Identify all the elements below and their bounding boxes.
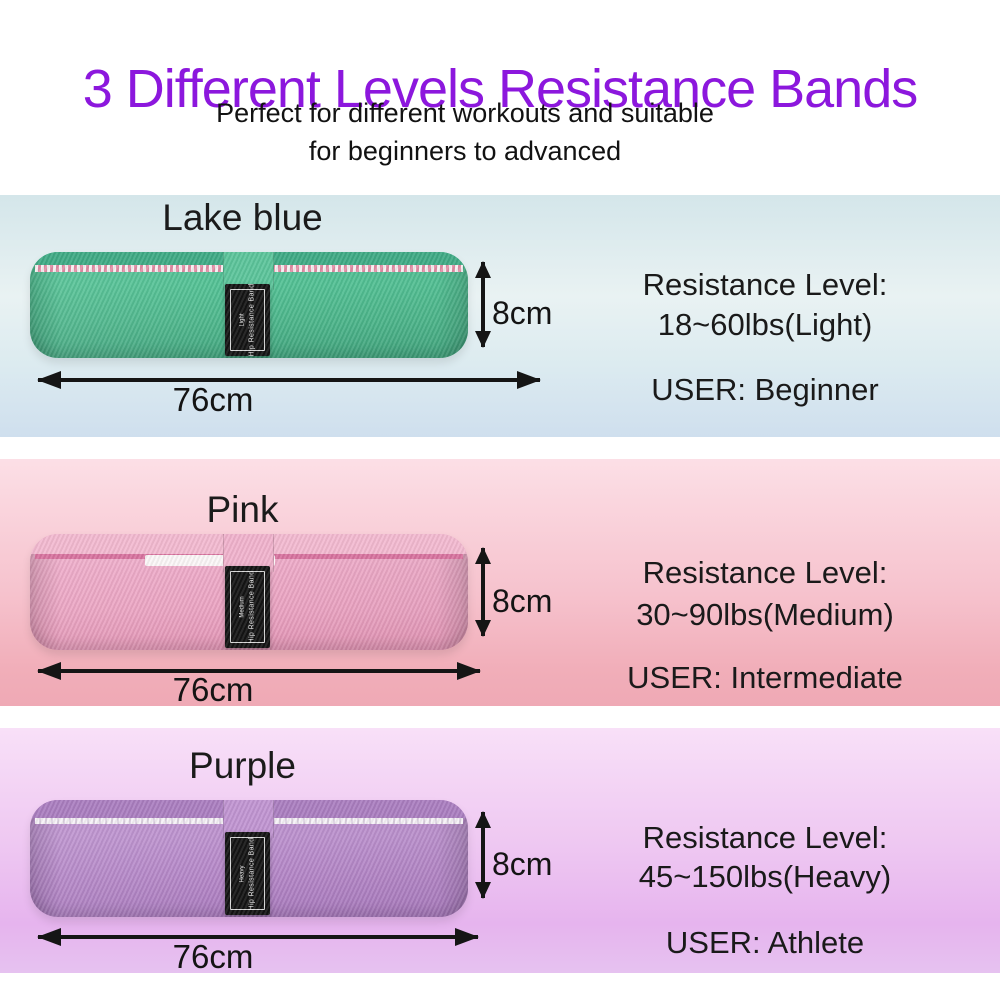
section-pink: Pink Medium Hip Resistance Band 8cm 76cm…	[0, 459, 1000, 708]
resistance-level-label: Resistance Level:	[642, 555, 888, 590]
height-arrow	[475, 547, 491, 637]
band-color-name: Lake blue	[162, 197, 323, 238]
tag-brand-text: Hip Resistance Band	[247, 283, 255, 357]
band-color-name: Purple	[189, 745, 296, 786]
tag-loop	[223, 534, 274, 572]
tag-brand-text: Hip Resistance Band	[247, 837, 255, 910]
page-subtitle: Perfect for different workouts and suita…	[0, 94, 930, 170]
resistance-band-image: Heavy Hip Resistance Band	[30, 800, 468, 917]
tag-border: Medium Hip Resistance Band	[230, 571, 265, 643]
resistance-level-value: 45~150lbs(Heavy)	[638, 859, 892, 894]
tag-text: Medium Hip Resistance Band	[239, 571, 256, 644]
width-dimension-label: 76cm	[172, 381, 254, 418]
tag-brand-text: Hip Resistance Band	[247, 570, 255, 644]
width-arrow	[37, 662, 481, 680]
user-level: USER: Intermediate	[627, 660, 903, 695]
width-arrow	[37, 371, 541, 389]
width-dimension-label: 76cm	[172, 938, 254, 975]
tag-level-text: Heavy	[239, 865, 246, 883]
height-arrow	[475, 811, 491, 899]
tag-border: Light Hip Resistance Band	[230, 284, 265, 356]
section-purple: Purple Heavy Hip Resistance Band 8cm 76c…	[0, 728, 1000, 975]
height-arrow	[475, 261, 491, 348]
resistance-level-label: Resistance Level:	[642, 267, 888, 302]
resistance-level-value: 30~90lbs(Medium)	[636, 597, 894, 632]
height-dimension-label: 8cm	[492, 583, 553, 619]
height-dimension-label: 8cm	[492, 846, 553, 882]
subtitle-line-2: for beginners to advanced	[308, 136, 622, 166]
height-dimension-label: 8cm	[492, 295, 553, 331]
tag-level-text: Light	[239, 313, 246, 327]
user-level: USER: Beginner	[651, 372, 879, 407]
resistance-band-image: Medium Hip Resistance Band	[30, 534, 468, 650]
band-label-tag: Heavy Hip Resistance Band	[225, 832, 270, 915]
tag-text: Heavy Hip Resistance Band	[239, 837, 256, 910]
section-lake-blue: Lake blue Light Hip Resistance Band 8cm …	[0, 195, 1000, 437]
band-label-tag: Light Hip Resistance Band	[225, 284, 270, 356]
tag-loop	[223, 800, 274, 838]
tag-border: Heavy Hip Resistance Band	[230, 837, 265, 910]
tag-loop	[223, 252, 274, 290]
width-dimension-label: 76cm	[172, 671, 254, 708]
page-title: 3 Different Levels Resistance Bands	[82, 59, 918, 120]
resistance-band-image: Light Hip Resistance Band	[30, 252, 468, 358]
width-arrow	[37, 928, 479, 946]
band-color-name: Pink	[206, 489, 279, 530]
band-inner-highlight	[145, 555, 275, 566]
resistance-level-value: 18~60lbs(Light)	[657, 307, 873, 342]
tag-level-text: Medium	[239, 596, 246, 618]
tag-text: Light Hip Resistance Band	[239, 284, 256, 357]
subtitle-line-1: Perfect for different workouts and suita…	[216, 98, 714, 128]
band-label-tag: Medium Hip Resistance Band	[225, 566, 270, 648]
user-level: USER: Athlete	[665, 925, 865, 960]
resistance-level-label: Resistance Level:	[642, 820, 888, 855]
